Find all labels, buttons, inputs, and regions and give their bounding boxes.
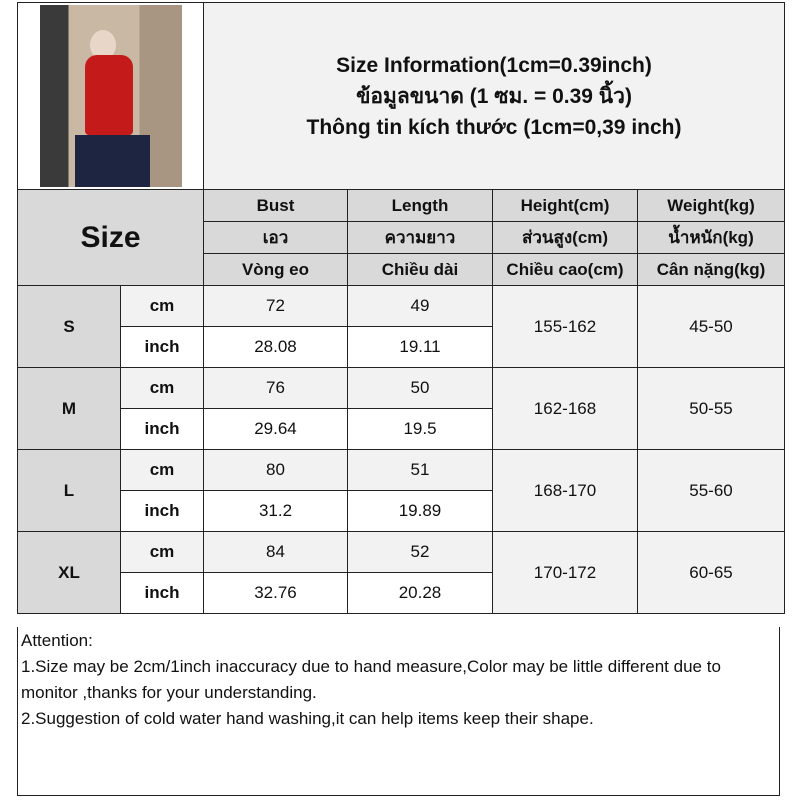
header-length-vi: Chiều dài <box>347 253 493 286</box>
length-cm: 49 <box>347 285 493 327</box>
size-chart-table: Size Information(1cm=0.39inch) ข้อมูลขนา… <box>17 2 786 614</box>
height-range: 170-172 <box>492 531 638 614</box>
table-row: S cm 72 49 155-162 45-50 <box>17 285 786 368</box>
size-label: M <box>17 367 121 450</box>
length-inch: 19.89 <box>347 490 493 532</box>
unit-cm: cm <box>120 531 204 573</box>
bust-cm: 76 <box>203 367 348 409</box>
header-weight-en: Weight(kg) <box>636 189 786 222</box>
unit-inch: inch <box>120 572 204 614</box>
weight-range: 55-60 <box>636 449 786 532</box>
unit-inch: inch <box>120 326 204 368</box>
table-row: XL cm 84 52 170-172 60-65 <box>17 531 786 614</box>
unit-cm: cm <box>120 285 204 327</box>
bust-inch: 28.08 <box>203 326 348 368</box>
length-cm: 50 <box>347 367 493 409</box>
size-info-title: Size Information(1cm=0.39inch) ข้อมูลขนา… <box>202 2 786 190</box>
table-row: inch 31.2 19.89 <box>18 490 785 532</box>
size-label: XL <box>17 531 121 614</box>
unit-inch: inch <box>120 408 204 450</box>
table-row: inch 32.76 20.28 <box>18 572 785 614</box>
note-item: 2.Suggestion of cold water hand washing,… <box>21 709 594 728</box>
header-bust-en: Bust <box>203 189 348 222</box>
table-row: L cm 80 51 168-170 55-60 <box>17 449 786 532</box>
header-weight-vi: Cân nặng(kg) <box>636 253 786 286</box>
weight-range: 50-55 <box>636 367 786 450</box>
length-cm: 51 <box>347 449 493 491</box>
title-vi: Thông tin kích thước (1cm=0,39 inch) <box>306 115 682 139</box>
header-bust-vi: Vòng eo <box>203 253 348 286</box>
unit-cm: cm <box>120 449 204 491</box>
note-item: 1.Size may be 2cm/1inch inaccuracy due t… <box>21 657 721 702</box>
header-height-th: ส่วนสูง(cm) <box>492 221 638 254</box>
height-range: 168-170 <box>492 449 638 532</box>
length-inch: 20.28 <box>347 572 493 614</box>
bust-cm: 80 <box>203 449 348 491</box>
header-weight-th: น้ำหนัก(kg) <box>636 221 786 254</box>
header-height-en: Height(cm) <box>492 189 638 222</box>
unit-inch: inch <box>120 490 204 532</box>
length-inch: 19.11 <box>347 326 493 368</box>
length-cm: 52 <box>347 531 493 573</box>
bust-cm: 72 <box>203 285 348 327</box>
header-length-th: ความยาว <box>347 221 493 254</box>
product-photo <box>39 5 182 187</box>
bust-inch: 29.64 <box>203 408 348 450</box>
title-en: Size Information(1cm=0.39inch) <box>336 53 652 77</box>
unit-cm: cm <box>120 367 204 409</box>
table-row: inch 28.08 19.11 <box>18 326 785 368</box>
bust-cm: 84 <box>203 531 348 573</box>
header-length-en: Length <box>347 189 493 222</box>
size-label: S <box>17 285 121 368</box>
header-height-vi: Chiều cao(cm) <box>492 253 638 286</box>
table-row: inch 29.64 19.5 <box>18 408 785 450</box>
title-th: ข้อมูลขนาด (1 ซม. = 0.39 นิ้ว) <box>356 84 632 108</box>
weight-range: 45-50 <box>636 285 786 368</box>
notes-heading: Attention: <box>21 631 93 650</box>
product-photo-cell <box>17 2 204 190</box>
header-bust-th: เอว <box>203 221 348 254</box>
bust-inch: 32.76 <box>203 572 348 614</box>
attention-notes: Attention: 1.Size may be 2cm/1inch inacc… <box>17 627 780 796</box>
size-header: Size <box>17 189 204 286</box>
table-row: M cm 76 50 162-168 50-55 <box>17 367 786 450</box>
height-range: 155-162 <box>492 285 638 368</box>
height-range: 162-168 <box>492 367 638 450</box>
length-inch: 19.5 <box>347 408 493 450</box>
weight-range: 60-65 <box>636 531 786 614</box>
bust-inch: 31.2 <box>203 490 348 532</box>
size-label: L <box>17 449 121 532</box>
